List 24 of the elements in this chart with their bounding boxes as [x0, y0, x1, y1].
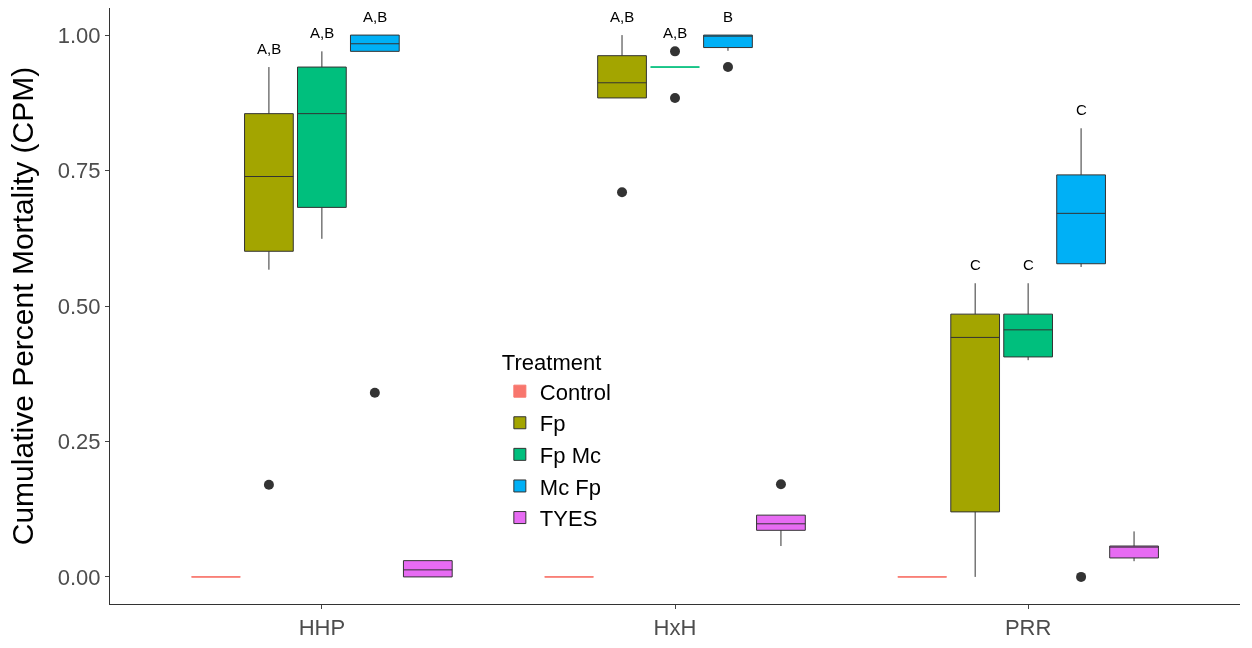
y-tick-label: 0.00	[57, 564, 101, 590]
annotation: A,B	[257, 40, 282, 57]
legend-label: Fp Mc	[539, 442, 601, 468]
annotation: A,B	[363, 8, 388, 25]
legend-label: Fp	[539, 411, 566, 437]
annotation: B	[723, 8, 734, 25]
annotation: A,B	[610, 8, 635, 25]
annotation: C	[970, 256, 981, 273]
y-tick-label: 0.50	[57, 293, 101, 319]
annotation: C	[1076, 101, 1087, 118]
legend-label: TYES	[539, 506, 598, 532]
y-tick-label: 0.25	[57, 429, 101, 455]
legend-label: Control	[539, 379, 611, 405]
x-tick-label: HHP	[298, 615, 346, 641]
y-tick-label: 0.75	[57, 158, 101, 184]
legend-label: Mc Fp	[539, 474, 601, 500]
annotation: A,B	[663, 24, 688, 41]
y-tick-label: 1.00	[57, 22, 101, 48]
x-tick-label: PRR	[1004, 615, 1052, 641]
x-tick-label: HxH	[653, 615, 697, 641]
legend-title: Treatment	[501, 350, 602, 376]
annotation: C	[1023, 256, 1034, 273]
y-axis-title: Cumulative Percent Mortality (CPM)	[5, 66, 39, 546]
annotation: A,B	[310, 24, 335, 41]
